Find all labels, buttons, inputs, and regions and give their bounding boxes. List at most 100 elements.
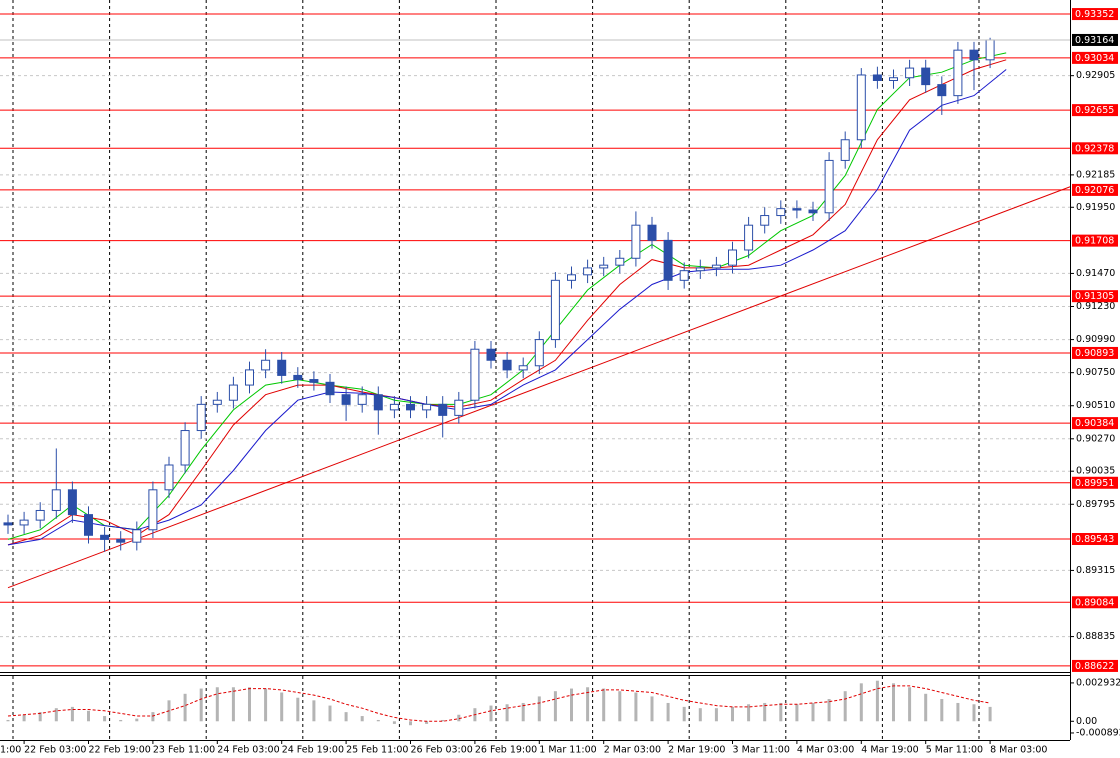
candle-body (293, 374, 303, 381)
candle-body (631, 224, 641, 259)
candle-body (937, 84, 947, 97)
candle-body (969, 49, 979, 61)
candle-body (148, 489, 158, 531)
y-tick-label: 0.90035 (1076, 466, 1115, 477)
level-label-box (1072, 659, 1118, 672)
histogram-bar (763, 702, 767, 722)
histogram-bar (87, 710, 90, 722)
candle-body (905, 67, 915, 79)
x-tick-label: 2 Mar 03:00 (604, 745, 661, 756)
histogram-bar (328, 705, 332, 722)
level-label: 0.92076 (1075, 185, 1114, 196)
histogram-bar (151, 712, 155, 722)
y-tick-label: 0.90510 (1076, 400, 1115, 411)
y-tick-label: 0.91230 (1076, 301, 1115, 312)
histogram-bar (119, 719, 123, 722)
histogram-bar (940, 699, 944, 722)
histogram-bar (296, 697, 300, 722)
x-tick-label: 2 Mar 19:00 (668, 745, 725, 756)
histogram-bar (135, 718, 139, 722)
candle-body (116, 538, 126, 543)
histogram-bar (956, 702, 960, 722)
histogram-bar (827, 699, 831, 722)
histogram-bar (908, 687, 912, 722)
candle-body (889, 77, 898, 81)
candle-body (647, 224, 657, 241)
y-tick-label: 0.92905 (1076, 70, 1115, 81)
histogram-bar (988, 706, 992, 722)
candle-body (277, 359, 287, 376)
histogram-bar (409, 721, 412, 726)
histogram-bar (570, 688, 573, 722)
level-label: 0.90893 (1075, 348, 1114, 359)
price-panel (0, 0, 1070, 672)
x-tick-label: 5 Mar 11:00 (926, 745, 983, 756)
histogram-bar (183, 693, 187, 722)
x-tick-label: 4 Mar 19:00 (861, 745, 918, 756)
level-label-box (1072, 234, 1118, 247)
x-tick-label: 1:00 (0, 745, 21, 756)
histogram-bar (312, 700, 316, 722)
histogram-bar (859, 683, 863, 722)
histogram-bar (972, 704, 976, 722)
y-tick-label: 0.89315 (1076, 565, 1115, 576)
histogram-bar (779, 702, 783, 722)
candle-body (550, 279, 560, 341)
candle-body (325, 381, 335, 396)
histogram-bar (843, 691, 847, 722)
level-label-box (1072, 476, 1118, 489)
histogram-bar (731, 706, 734, 722)
candle-body (921, 67, 931, 86)
histogram-bar (425, 721, 429, 724)
level-label: 0.92378 (1075, 143, 1114, 154)
moving-average-line (7, 59, 1007, 546)
candle-body (164, 464, 174, 491)
level-label-box (1072, 51, 1118, 64)
candle-body (953, 49, 963, 97)
candle-body (51, 489, 61, 511)
histogram-bar (505, 704, 509, 722)
histogram-bar (537, 696, 541, 722)
candle-body (583, 267, 593, 276)
candle-body (212, 399, 222, 405)
histogram-bar (457, 714, 461, 722)
x-tick-label: 24 Feb 19:00 (282, 745, 344, 756)
histogram-bar (795, 704, 799, 722)
trendline (7, 186, 1070, 589)
histogram-bar (360, 716, 364, 722)
x-tick-label: 4 Mar 03:00 (797, 745, 854, 756)
histogram-bar (6, 719, 10, 722)
candle-body (67, 489, 77, 516)
candle-body (663, 239, 673, 281)
candle-body (711, 264, 721, 269)
candle-body (679, 270, 689, 281)
histogram-bar (924, 693, 928, 722)
signal-line (7, 685, 991, 722)
candle-body (744, 224, 754, 251)
level-label: 0.91708 (1075, 236, 1114, 247)
histogram-bar (231, 687, 235, 722)
candle-body (84, 514, 93, 536)
x-tick-label: 24 Feb 03:00 (217, 745, 279, 756)
candle-body (389, 403, 399, 411)
histogram-bar (248, 687, 251, 722)
histogram-bar (54, 708, 58, 722)
level-label-box (1072, 417, 1118, 430)
y-tick-label: 0.91950 (1076, 202, 1115, 213)
candle-body (985, 39, 995, 61)
candle-body (309, 379, 319, 383)
candle-body (35, 509, 45, 521)
histogram-bar (264, 688, 268, 722)
candle-body (100, 534, 110, 540)
histogram-bar (698, 708, 702, 722)
y-tick-label: 0.89795 (1076, 499, 1115, 510)
level-label-box (1072, 8, 1118, 21)
level-label: 0.89084 (1075, 597, 1114, 608)
candle-body (808, 209, 818, 214)
candle-body (3, 522, 13, 526)
candle-body (840, 139, 850, 161)
candle-body (599, 264, 609, 269)
current-price-box (1072, 33, 1118, 46)
y-tick-label: 0.00 (1076, 716, 1097, 727)
